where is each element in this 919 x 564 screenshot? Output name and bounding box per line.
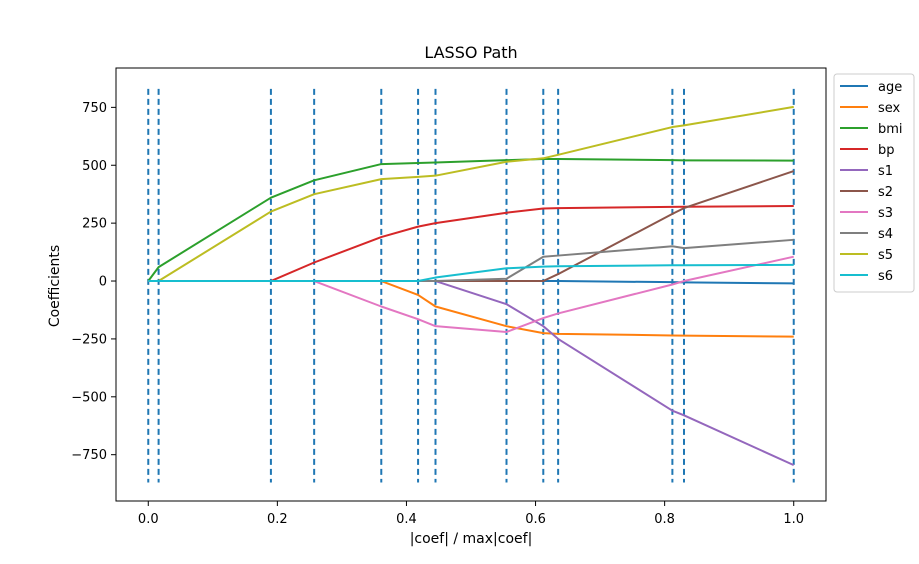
legend-label-s2: s2 xyxy=(878,185,893,200)
legend-label-bp: bp xyxy=(878,143,895,158)
y-tick-label: −500 xyxy=(71,390,107,405)
x-tick-label: 0.4 xyxy=(396,512,417,527)
y-tick-label: 750 xyxy=(82,101,107,116)
y-axis-ticks: −750 −500 −250 0 250 500 750 xyxy=(71,101,116,463)
legend: age sex bmi bp s1 s2 s3 s4 s5 s6 xyxy=(833,73,915,293)
x-tick-label: 0.8 xyxy=(654,512,675,527)
series-line-s5 xyxy=(148,105,794,283)
series-line-s6 xyxy=(148,263,794,283)
x-tick-label: 1.0 xyxy=(783,512,804,527)
legend-label-s4: s4 xyxy=(878,227,893,242)
y-tick-label: 250 xyxy=(82,217,107,232)
x-axis-ticks: 0.0 0.2 0.4 0.6 0.8 1.0 xyxy=(138,501,804,527)
series-line-bp xyxy=(148,205,794,283)
legend-label-sex: sex xyxy=(878,101,901,116)
coefficient-lines xyxy=(147,105,795,467)
y-tick-label: −750 xyxy=(71,448,107,463)
alpha-vlines xyxy=(147,88,795,483)
series-line-s1 xyxy=(148,280,795,467)
y-axis-label: Coefficients xyxy=(47,245,63,327)
chart-title: LASSO Path xyxy=(424,43,517,62)
y-tick-label: −250 xyxy=(71,332,107,347)
legend-label-s5: s5 xyxy=(878,248,893,263)
y-tick-label: 500 xyxy=(82,159,107,174)
plot-area-frame xyxy=(115,67,827,502)
x-tick-label: 0.2 xyxy=(267,512,288,527)
legend-label-age: age xyxy=(878,80,902,95)
legend-label-s6: s6 xyxy=(878,269,893,284)
legend-label-bmi: bmi xyxy=(878,122,903,137)
series-line-bmi xyxy=(147,158,794,282)
x-tick-label: 0.0 xyxy=(138,512,159,527)
x-tick-label: 0.6 xyxy=(525,512,546,527)
series-line-s3 xyxy=(148,255,794,333)
legend-label-s3: s3 xyxy=(878,206,893,221)
x-axis-label: |coef| / max|coef| xyxy=(410,531,533,547)
y-tick-label: 0 xyxy=(99,275,107,290)
series-line-s4 xyxy=(148,238,794,283)
legend-label-s1: s1 xyxy=(878,164,893,179)
